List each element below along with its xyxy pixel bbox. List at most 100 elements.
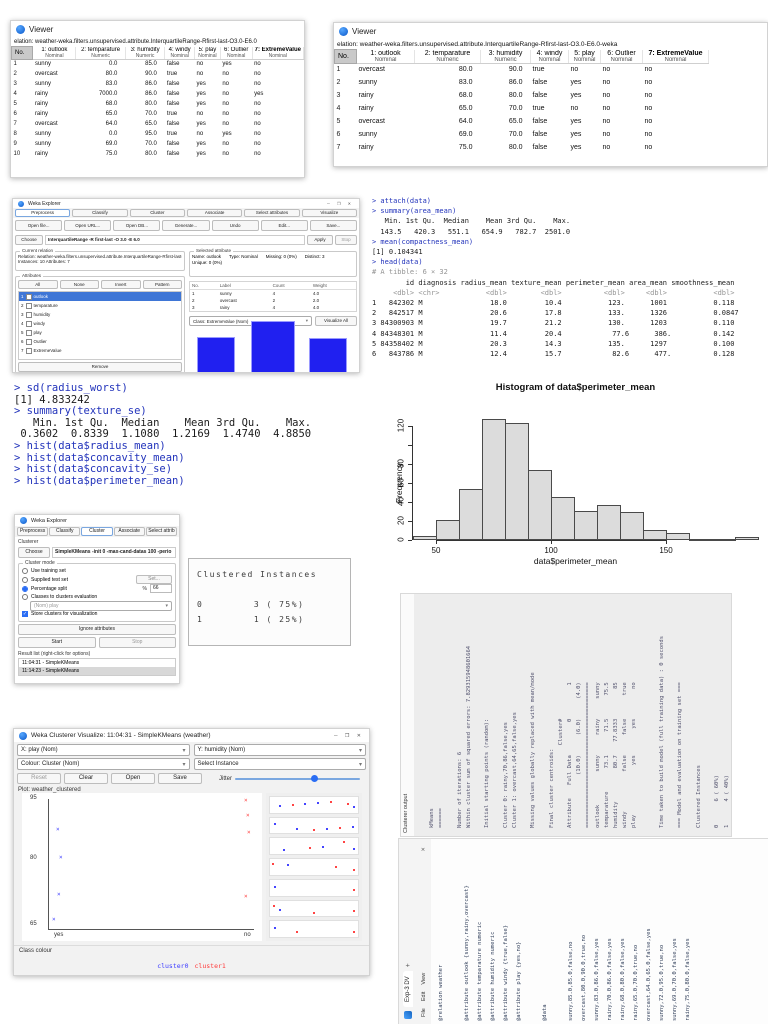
toolbar-button[interactable]: Open URL... — [64, 220, 112, 231]
checkbox-icon[interactable] — [25, 293, 32, 300]
checkbox-icon[interactable] — [25, 320, 32, 327]
attr-filter-button[interactable]: None — [59, 280, 99, 289]
tab-visualize[interactable]: Visualize — [301, 209, 357, 217]
attribute-list-item[interactable]: 6 Outlier — [19, 337, 181, 346]
y-axis-combo[interactable]: Y: humidity (Nom) ▾ — [193, 744, 366, 756]
store-clusters-checkbox[interactable]: ✓ Store clusters for visualization — [22, 611, 98, 617]
toolbar-button[interactable]: Save... — [309, 220, 357, 231]
viewer2-titlebar[interactable]: Viewer — [334, 23, 767, 39]
checkbox-icon[interactable] — [25, 302, 32, 309]
table-row[interactable]: 5 overcast 64.0 65.0 false yes no no — [335, 115, 709, 128]
attr-filter-button[interactable]: Invert — [101, 280, 141, 289]
column-header[interactable]: 4: windy — [530, 49, 569, 57]
count-row[interactable]: 1 sunny 4 4.0 — [190, 290, 356, 298]
checkbox-icon[interactable] — [25, 338, 32, 345]
table-row[interactable]: 1 overcast 80.0 90.0 true no no no — [335, 63, 709, 76]
table-row[interactable]: 8 sunny 0.0 95.0 true no yes no — [12, 129, 304, 139]
column-header[interactable]: 7: ExtremeValue — [642, 49, 709, 57]
tab-associate[interactable]: Associate — [113, 527, 145, 536]
stop-button[interactable]: Stop — [98, 637, 176, 648]
attribute-strips-panel[interactable] — [266, 793, 362, 941]
class-selector[interactable]: Class: ExtremeValue (Nom) ▾ — [189, 316, 312, 326]
scheme-text[interactable]: SimpleKMeans -init 0 -max-cand-datas 100… — [55, 549, 172, 555]
tab-classify[interactable]: Classify — [49, 527, 81, 536]
tab-select-attributes[interactable]: Select attributes — [244, 209, 300, 217]
attr-filter-button[interactable]: All — [18, 280, 58, 289]
save-button[interactable]: Save — [158, 773, 202, 784]
column-header[interactable]: 4: windy — [164, 46, 196, 53]
percent-field[interactable]: 66 — [150, 584, 172, 593]
tab-preprocess[interactable]: Preprocess — [15, 209, 71, 217]
choose-button[interactable]: Choose — [15, 235, 43, 245]
attribute-list-item[interactable]: 3 humidity — [19, 310, 181, 319]
choose-button[interactable]: Choose — [18, 547, 50, 558]
apply-button[interactable]: Apply — [307, 235, 333, 245]
tab-cluster[interactable]: Cluster — [129, 209, 185, 217]
attribute-list-item[interactable]: 1 outlook — [19, 292, 181, 301]
tab-associate[interactable]: Associate — [186, 209, 243, 217]
table-row[interactable]: 9 sunny 69.0 70.0 false yes no no — [12, 139, 304, 149]
column-header[interactable]: 6: Outlier — [220, 46, 253, 53]
column-header[interactable]: 6: Outlier — [600, 49, 643, 57]
explorer-titlebar[interactable]: Weka Explorer ─ ❐ ✕ — [13, 199, 359, 208]
table-row[interactable]: 3 rainy 68.0 80.0 false yes no no — [335, 89, 709, 102]
column-header[interactable]: 5: play — [568, 49, 601, 57]
toolbar-button[interactable]: Edit... — [260, 220, 308, 231]
column-header[interactable]: 1: outlook — [356, 49, 415, 57]
visualize-titlebar[interactable]: Weka Clusterer Visualize: 11:04:31 - Sim… — [14, 729, 369, 742]
cluster-titlebar[interactable]: Weka Explorer — [15, 515, 179, 526]
tab-preprocess[interactable]: Preprocess — [17, 527, 49, 536]
checkbox-icon[interactable] — [25, 311, 32, 318]
checkbox-icon[interactable] — [25, 329, 32, 336]
remove-button[interactable]: Remove — [18, 362, 182, 372]
result-list-item[interactable]: 11:04:31 - SimpleKMeans — [22, 660, 80, 666]
column-header[interactable]: 3: humidity — [125, 46, 166, 53]
open-button[interactable]: Open — [111, 773, 155, 784]
notepad-tab[interactable]: Exp-3 DV — [403, 971, 413, 1007]
toolbar-button[interactable]: Undo — [211, 220, 259, 231]
x-axis-combo[interactable]: X: play (Nom) ▾ — [17, 744, 190, 756]
visualize-all-button[interactable]: Visualize All — [315, 316, 357, 326]
toolbar-button[interactable]: Generate... — [162, 220, 210, 231]
set-button[interactable]: Set... — [136, 575, 172, 584]
class-attr-dropdown[interactable]: (Nom) play ▾ — [22, 600, 172, 611]
tab-select-attrib[interactable]: Select attrib — [145, 527, 178, 536]
close-icon[interactable]: ✕ — [421, 847, 427, 852]
slider-thumb[interactable] — [310, 775, 318, 782]
menu-view[interactable]: View — [421, 972, 427, 985]
table-row[interactable]: 6 rainy 65.0 70.0 true no no no — [12, 109, 304, 119]
attr-filter-button[interactable]: Pattern — [142, 280, 182, 289]
table-row[interactable]: 2 overcast 80.0 90.0 true no no no — [12, 69, 304, 79]
reset-button[interactable]: Reset — [17, 773, 61, 784]
attribute-list-item[interactable]: 4 windy — [19, 319, 181, 328]
select-instance-combo[interactable]: Select Instance ▾ — [193, 758, 366, 770]
attribute-list-item[interactable]: 5 play — [19, 328, 181, 337]
column-header[interactable]: 7: ExtremeValue — [252, 46, 304, 53]
jitter-slider[interactable] — [235, 774, 366, 783]
attribute-list-item[interactable]: 7 ExtremeValue — [19, 346, 181, 355]
mode-percentage-split[interactable]: Percentage split % 66 — [22, 584, 172, 593]
column-header[interactable]: 2: temparature — [75, 46, 126, 53]
table-row[interactable]: 4 rainy 65.0 70.0 true no no no — [335, 102, 709, 115]
arff-text[interactable]: @relation weather @attribute outlook {su… — [438, 885, 691, 1021]
r-console-left[interactable]: > sd(radius_worst) [1] 4.833242 > summary(… — [14, 382, 366, 487]
mode-supplied-test[interactable]: Supplied test set Set... — [22, 575, 172, 584]
window-controls[interactable]: ─ ❐ ✕ — [327, 201, 354, 206]
toolbar-button[interactable]: Open DB... — [113, 220, 161, 231]
ignore-attributes-button[interactable]: Ignore attributes — [18, 624, 176, 635]
clusterer-output-tab[interactable]: Clusterer output — [401, 594, 414, 836]
count-row[interactable]: 3 rainy 4 4.0 — [190, 304, 356, 311]
tab-cluster[interactable]: Cluster — [81, 527, 113, 536]
scatter-plot[interactable]: 95 80 65 yes no × × × × × × × × — [22, 793, 262, 941]
table-row[interactable]: 5 rainy 68.0 80.0 false yes no no — [12, 99, 304, 109]
column-header[interactable]: 5: play — [194, 46, 221, 53]
table-row[interactable]: 10 rainy 75.0 80.0 false yes no no — [12, 149, 304, 159]
window-controls[interactable]: ─ ❐ ✕ — [334, 732, 364, 739]
tab-classify[interactable]: Classify — [72, 209, 128, 217]
r-console-right[interactable]: > attach(data) > summary(area_mean) Min. … — [372, 196, 768, 376]
table-row[interactable]: 3 sunny 83.0 86.0 false yes no no — [12, 79, 304, 89]
menu-edit[interactable]: Edit — [421, 991, 427, 1002]
mode-training-set[interactable]: Use training set — [22, 567, 172, 575]
column-header[interactable]: 3: humidity — [480, 49, 531, 57]
table-row[interactable]: 6 sunny 69.0 70.0 false yes no no — [335, 128, 709, 141]
